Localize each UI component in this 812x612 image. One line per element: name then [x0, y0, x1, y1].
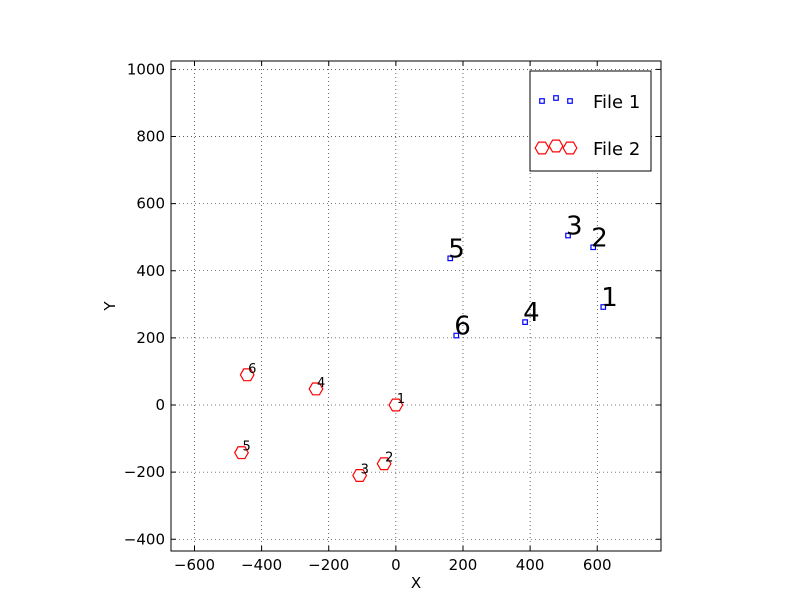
axis-ticks: −600 −400 −200 0 200 400 600 −400 −200 0 200 400 600…	[124, 60, 661, 574]
point-label: 4	[523, 298, 540, 328]
y-axis-label: Y	[101, 301, 119, 312]
series-2: 1 2 3 4 5 6	[233, 362, 405, 482]
data-point-hexagon	[308, 382, 324, 396]
x-axis-label: X	[411, 574, 421, 592]
legend-label: File 2	[593, 139, 640, 160]
legend-marker-square	[553, 95, 559, 101]
legend-marker-square	[539, 98, 545, 104]
point-label: 3	[361, 462, 369, 477]
grid-lines	[171, 61, 661, 551]
legend-label: File 1	[593, 92, 640, 113]
data-point-hexagon	[233, 446, 249, 460]
point-label: 5	[448, 234, 465, 264]
data-point-hexagon	[388, 398, 404, 412]
x-tick-label: 200	[449, 556, 478, 574]
point-label: 1	[601, 283, 618, 313]
x-tick-label: 600	[583, 556, 612, 574]
point-label: 4	[317, 376, 325, 391]
y-tick-label: 800	[136, 128, 165, 146]
y-tick-label: −400	[124, 530, 165, 548]
legend-frame	[529, 70, 652, 172]
data-point-hexagon	[376, 457, 392, 471]
legend-marker-hexagon	[548, 139, 564, 153]
point-label: 1	[397, 392, 405, 407]
data-point-hexagon	[352, 469, 368, 482]
point-label: 2	[591, 223, 608, 253]
y-tick-label: 0	[155, 396, 165, 414]
legend-marker-hexagon	[534, 141, 550, 155]
y-tick-label: −200	[124, 463, 165, 481]
y-tick-label: 600	[136, 195, 165, 213]
x-tick-label: −600	[174, 556, 215, 574]
data-point-square	[590, 244, 597, 251]
point-label: 5	[242, 440, 250, 455]
x-tick-label: 400	[516, 556, 545, 574]
data-point-square	[447, 255, 454, 262]
data-point-square	[522, 319, 528, 325]
data-point-square	[565, 232, 571, 239]
point-label: 2	[385, 451, 393, 466]
x-tick-label: −400	[241, 556, 282, 574]
x-tick-label: 0	[391, 556, 401, 574]
legend: File 1 File 2	[529, 70, 652, 172]
legend-marker-hexagon	[562, 141, 578, 155]
x-tick-label: −200	[308, 556, 349, 574]
y-tick-label: 200	[136, 329, 165, 347]
data-point-square	[600, 304, 607, 310]
legend-marker-square	[567, 98, 573, 104]
y-tick-label: 400	[136, 262, 165, 280]
plot-frame	[170, 60, 662, 552]
y-tick-label: 1000	[127, 60, 165, 78]
point-label: 6	[248, 362, 256, 377]
point-label: 6	[454, 312, 471, 342]
data-point-square	[453, 332, 460, 339]
point-label: 3	[566, 212, 583, 242]
data-point-hexagon	[239, 368, 255, 382]
